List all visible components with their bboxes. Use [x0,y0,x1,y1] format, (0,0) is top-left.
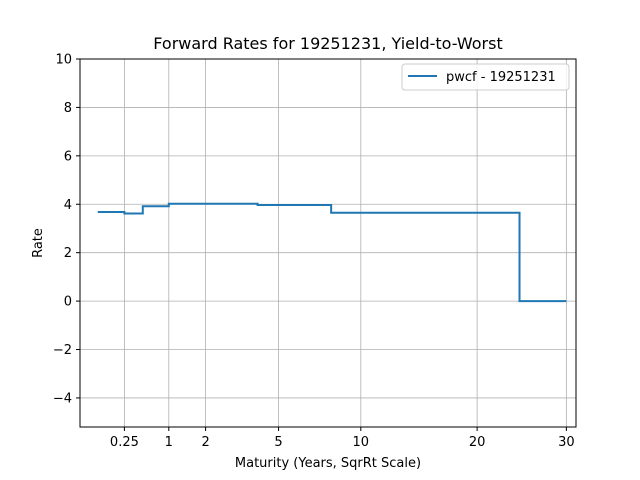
y-tick-label: −4 [53,391,72,406]
x-axis-label: Maturity (Years, SqrRt Scale) [235,456,421,471]
series-layer [97,202,567,303]
x-tick-label: 2 [201,435,209,450]
x-tick-label: 0.25 [110,435,139,450]
y-axis-ticks: −4 −2 0 2 4 6 8 10 [53,53,80,406]
plot-frame [79,58,577,428]
y-tick-label: 8 [64,101,72,116]
x-tick-label: 1 [165,435,173,450]
x-axis-ticks: 0.25 1 2 5 10 20 30 [110,427,575,450]
series-line [97,202,567,303]
y-axis-label: Rate [31,228,46,258]
y-tick-label: 2 [64,246,72,261]
chart-title: Forward Rates for 19251231, Yield-to-Wor… [153,34,502,53]
x-tick-label: 5 [274,435,282,450]
x-tick-label: 30 [558,435,575,450]
y-tick-label: 0 [64,295,72,310]
y-tick-label: 4 [64,198,72,213]
x-tick-label: 20 [469,435,486,450]
legend-label: pwcf - 19251231 [446,70,556,85]
y-tick-label: −2 [53,343,72,358]
x-tick-label: 10 [353,435,370,450]
y-tick-label: 10 [55,53,72,68]
legend-box [401,63,570,91]
y-tick-label: 6 [64,149,72,164]
legend: pwcf - 19251231 [401,63,570,91]
